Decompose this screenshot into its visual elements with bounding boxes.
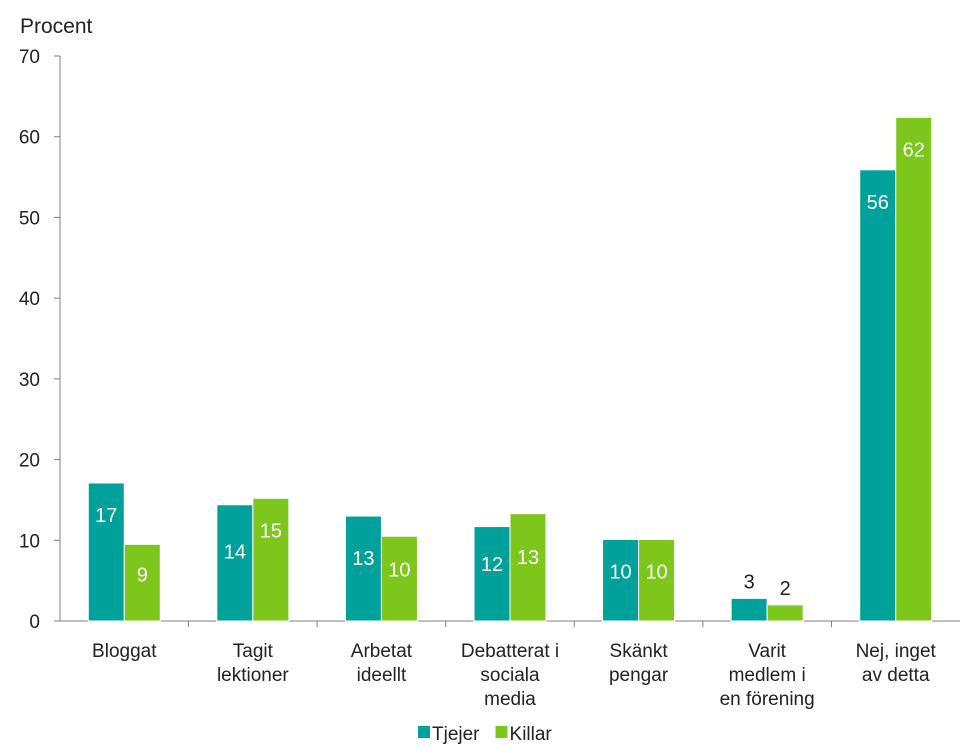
- y-tick-label: 20: [19, 451, 40, 472]
- legend-swatch: [418, 726, 430, 738]
- data-label: 13: [352, 548, 374, 570]
- category-label: Debatterat i: [461, 641, 559, 662]
- data-label: 14: [224, 542, 246, 564]
- bar-killar: [123, 543, 161, 622]
- legend: Tjejer Killar: [418, 724, 552, 745]
- category-label: Varit: [748, 641, 786, 662]
- data-label: 3: [744, 571, 755, 593]
- data-label: 10: [609, 562, 631, 584]
- category-label: media: [484, 689, 536, 710]
- data-label: 12: [481, 554, 503, 576]
- legend-label: Tjejer: [432, 724, 480, 745]
- bar-tjejer: [87, 482, 125, 622]
- y-tick-label: 0: [29, 612, 40, 633]
- category-label: Arbetat: [351, 641, 413, 662]
- category-label: Bloggat: [92, 641, 157, 662]
- data-label: 13: [517, 547, 539, 569]
- bar-tjejer: [344, 515, 382, 622]
- bar-killar: [638, 538, 676, 622]
- bar-killar: [895, 116, 933, 622]
- bar-tjejer: [730, 597, 768, 622]
- data-label: 10: [645, 562, 667, 584]
- bar-tjejer: [216, 504, 254, 622]
- bar-killar: [509, 513, 547, 622]
- bar-killar: [380, 535, 418, 622]
- category-label: ideellt: [357, 665, 407, 686]
- bar-killar: [252, 497, 290, 622]
- category-label: pengar: [609, 665, 669, 686]
- y-tick-label: 30: [19, 370, 40, 391]
- category-label: medlem i: [729, 665, 806, 686]
- category-label: en förening: [720, 689, 815, 710]
- legend-label: Killar: [510, 724, 553, 745]
- category-label: Nej, inget: [856, 641, 937, 662]
- y-axis-label: Procent: [20, 15, 93, 38]
- category-label: av detta: [862, 665, 930, 686]
- bar-tjejer: [473, 526, 511, 622]
- y-tick-label: 50: [19, 208, 40, 229]
- y-tick-label: 60: [19, 128, 40, 149]
- legend-swatch: [495, 726, 508, 738]
- category-label: lektioner: [217, 665, 289, 686]
- y-tick-label: 70: [19, 47, 40, 68]
- data-labels: 17 9 14 15 13 10 12 13 10 10 3 2 56 62: [95, 139, 925, 600]
- data-label: 62: [903, 139, 925, 161]
- data-label: 9: [137, 564, 148, 586]
- y-tick-label: 40: [19, 289, 40, 310]
- bar-tjejer: [859, 169, 897, 622]
- data-label: 2: [780, 578, 791, 600]
- data-label: 15: [260, 520, 282, 542]
- bars: [87, 116, 933, 622]
- category-label: Tagit: [233, 641, 274, 662]
- data-label: 56: [867, 192, 889, 214]
- category-labels: Bloggat Tagit lektioner Arbetat ideellt Debat…: [92, 641, 937, 710]
- data-label: 10: [388, 560, 410, 582]
- y-axis: 0 10 20 30 40 50 60 70: [19, 47, 960, 633]
- category-label: sociala: [480, 665, 540, 686]
- data-label: 17: [95, 505, 117, 527]
- bar-killar: [766, 604, 804, 622]
- category-label: Skänkt: [610, 641, 669, 662]
- y-tick-label: 10: [19, 531, 40, 552]
